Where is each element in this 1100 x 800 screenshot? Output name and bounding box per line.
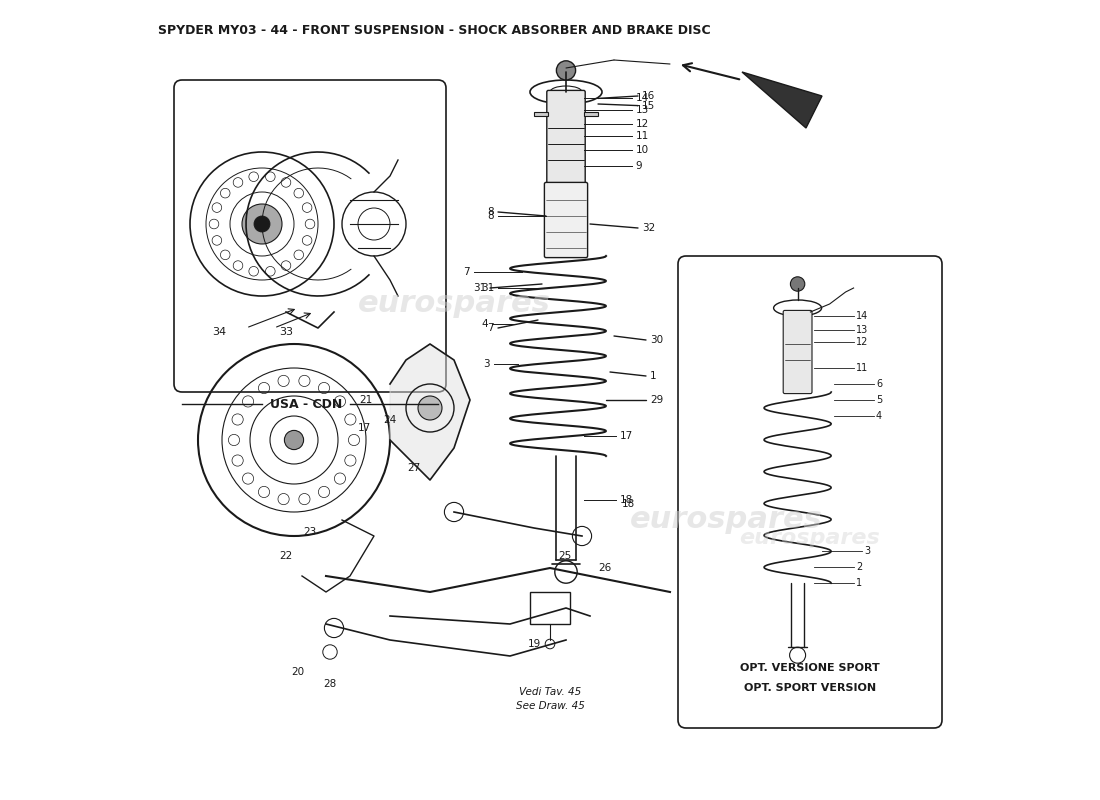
Text: 13: 13 (636, 106, 649, 115)
Polygon shape (534, 112, 549, 116)
Text: 15: 15 (642, 101, 656, 110)
Circle shape (557, 61, 575, 80)
Polygon shape (584, 112, 598, 116)
Text: 34: 34 (212, 327, 226, 337)
Text: 12: 12 (636, 119, 649, 129)
Text: 4: 4 (876, 411, 882, 421)
Text: eurospares: eurospares (358, 290, 550, 318)
Text: 1: 1 (650, 371, 657, 381)
Text: SPYDER MY03 - 44 - FRONT SUSPENSION - SHOCK ABSORBER AND BRAKE DISC: SPYDER MY03 - 44 - FRONT SUSPENSION - SH… (158, 24, 711, 37)
Text: 18: 18 (621, 499, 636, 509)
Text: 3: 3 (483, 359, 490, 369)
Text: eurospares: eurospares (629, 506, 823, 534)
Text: 12: 12 (856, 338, 868, 347)
Text: 1: 1 (856, 578, 862, 588)
Text: 27: 27 (407, 463, 420, 473)
Text: 26: 26 (598, 563, 612, 573)
Text: OPT. VERSIONE SPORT: OPT. VERSIONE SPORT (740, 663, 880, 673)
Text: Vedi Tav. 45: Vedi Tav. 45 (519, 687, 581, 697)
Text: eurospares: eurospares (739, 528, 880, 547)
Text: 28: 28 (323, 679, 337, 689)
Text: 9: 9 (636, 162, 642, 171)
Text: USA - CDN: USA - CDN (270, 398, 342, 410)
FancyBboxPatch shape (544, 182, 587, 258)
Text: 5: 5 (876, 395, 882, 405)
Text: 24: 24 (384, 415, 397, 425)
Text: 8: 8 (487, 211, 494, 221)
Text: 6: 6 (876, 379, 882, 389)
Circle shape (242, 204, 282, 244)
Text: 8: 8 (487, 207, 494, 217)
Text: 18: 18 (619, 495, 632, 505)
Text: See Draw. 45: See Draw. 45 (516, 701, 584, 710)
Text: 3: 3 (864, 546, 870, 556)
Text: 11: 11 (636, 131, 649, 141)
Text: 2: 2 (856, 562, 862, 572)
Text: 22: 22 (279, 551, 293, 561)
Text: 11: 11 (856, 363, 868, 373)
Circle shape (254, 216, 270, 232)
Text: 7: 7 (487, 323, 494, 333)
Text: 17: 17 (619, 431, 632, 441)
Text: 7: 7 (463, 267, 470, 277)
Text: 21: 21 (360, 395, 373, 405)
Text: 32: 32 (642, 223, 656, 233)
Text: 31: 31 (481, 283, 494, 293)
Circle shape (285, 430, 304, 450)
Text: 10: 10 (636, 146, 649, 155)
Text: 4: 4 (482, 319, 488, 329)
Text: 20: 20 (292, 667, 305, 677)
FancyBboxPatch shape (783, 310, 812, 394)
Text: 16: 16 (642, 91, 656, 101)
Text: 29: 29 (650, 395, 663, 405)
FancyBboxPatch shape (547, 90, 585, 186)
Text: 30: 30 (650, 335, 663, 345)
Text: 23: 23 (304, 527, 317, 537)
Text: 13: 13 (856, 325, 868, 334)
Text: 33: 33 (279, 327, 293, 337)
Text: 17: 17 (358, 423, 372, 433)
Polygon shape (742, 72, 822, 128)
Circle shape (791, 277, 805, 291)
Text: 14: 14 (856, 311, 868, 321)
Circle shape (418, 396, 442, 420)
Text: 31: 31 (473, 283, 486, 293)
Text: 19: 19 (527, 639, 540, 649)
Text: 14: 14 (636, 93, 649, 102)
Text: OPT. SPORT VERSION: OPT. SPORT VERSION (744, 683, 876, 693)
Polygon shape (390, 344, 470, 480)
Text: 25: 25 (558, 551, 571, 561)
